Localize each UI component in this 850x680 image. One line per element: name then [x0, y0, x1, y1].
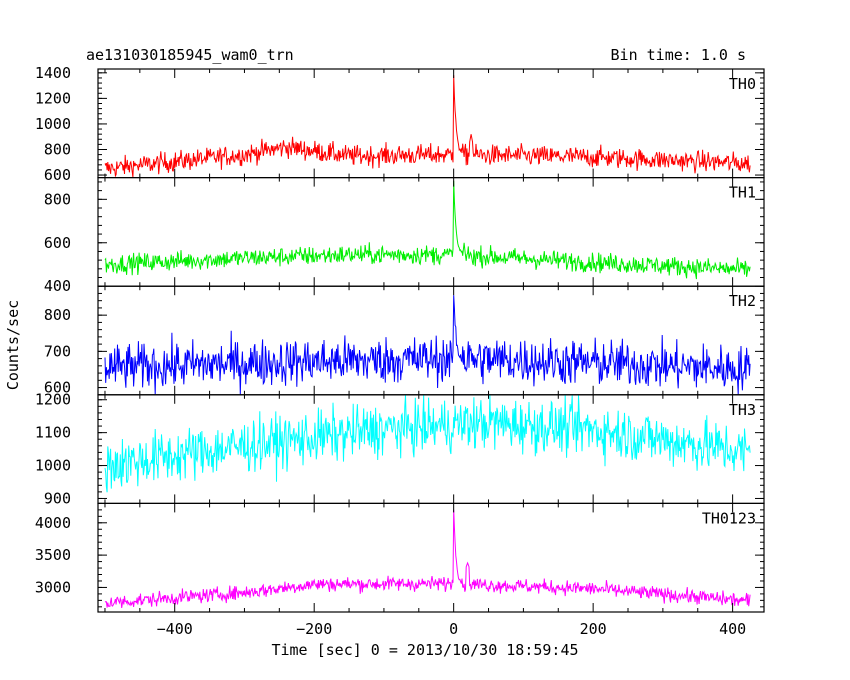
y-tick-label: 400 [44, 277, 71, 295]
y-tick-label: 1400 [35, 64, 71, 82]
y-tick-label: 600 [44, 379, 71, 397]
panel-th1: 400 600 800 TH1 [44, 177, 765, 295]
series-th1 [104, 180, 751, 280]
series-th2 [104, 295, 751, 395]
y-tick-label: 1200 [35, 391, 71, 409]
y-axis-label: Counts/sec [4, 300, 22, 390]
panel-label: TH0 [729, 75, 756, 93]
series-th0123 [104, 509, 751, 608]
bin-time-annotation: Bin time: 1.0 s [611, 46, 746, 64]
y-tick-label: 800 [44, 306, 71, 324]
x-tick-label: 200 [580, 620, 607, 638]
y-tick-label: 800 [44, 190, 71, 208]
panel-th3: 900 1000 1100 1200 TH3 [35, 391, 765, 507]
y-tick-label: 1100 [35, 424, 71, 442]
y-tick-label: 1000 [35, 457, 71, 475]
panel-th0: 600 800 1000 1200 1400 TH0 [35, 64, 765, 184]
x-tick-label: 400 [719, 620, 746, 638]
y-tick-label: 3000 [35, 578, 71, 596]
panel-th0123: 3000 3500 4000 TH0123 [35, 502, 765, 613]
y-tick-label: 700 [44, 342, 71, 360]
y-tick-label: 600 [44, 166, 71, 184]
y-tick-label: 4000 [35, 514, 71, 532]
x-tick-label: −400 [157, 620, 193, 638]
x-tick-label: −200 [296, 620, 332, 638]
y-tick-label: 1000 [35, 115, 71, 133]
y-tick-label: 900 [44, 489, 71, 507]
panel-label: TH2 [729, 292, 756, 310]
panel-label: TH0123 [702, 509, 756, 527]
panel-label: TH3 [729, 401, 756, 419]
y-tick-label: 1200 [35, 89, 71, 107]
panel-label: TH1 [729, 184, 756, 202]
chart-title: ae131030185945_wam0_trn [86, 46, 294, 64]
y-tick-label: 3500 [35, 546, 71, 564]
panel-th2: 600 700 800 TH2 [44, 285, 765, 397]
x-axis-label: Time [sec] 0 = 2013/10/30 18:59:45 [271, 641, 578, 659]
x-tick-label: 0 [449, 620, 458, 638]
series-th3 [104, 395, 751, 493]
series-th0 [104, 75, 751, 178]
y-tick-label: 800 [44, 140, 71, 158]
y-tick-label: 600 [44, 234, 71, 252]
panel-frame [97, 177, 765, 287]
panels-group: 600 800 1000 1200 1400 TH0 400 600 800 TH1 600 700 8… [35, 64, 765, 638]
panel-frame [97, 502, 765, 613]
